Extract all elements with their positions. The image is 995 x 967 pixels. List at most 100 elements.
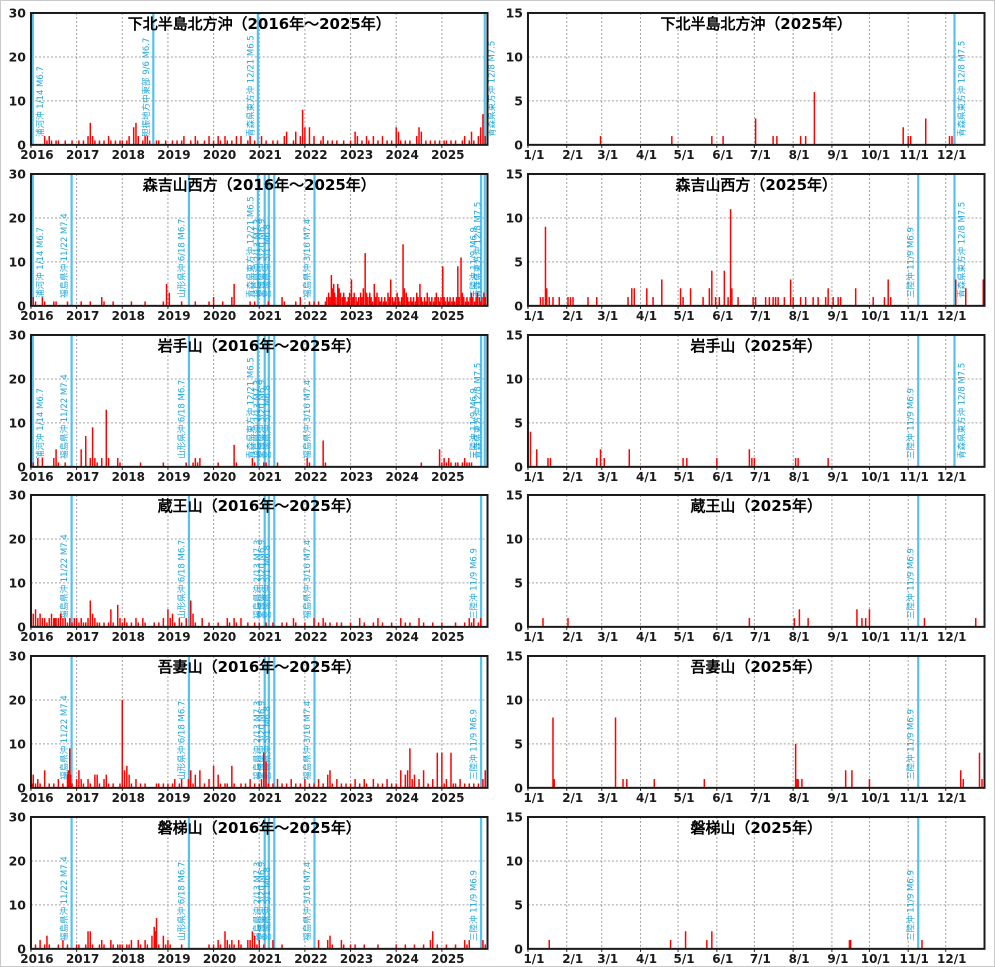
- daily-count-bar: [479, 618, 482, 628]
- daily-count-bar: [479, 127, 482, 145]
- daily-count-bar: [103, 301, 105, 306]
- daily-count-bar: [356, 136, 359, 145]
- daily-count-bar: [116, 605, 119, 628]
- x-tick-label: 2/1: [562, 791, 583, 805]
- daily-count-bar: [599, 448, 601, 467]
- daily-count-bar: [445, 779, 448, 789]
- daily-count-bar: [87, 931, 89, 950]
- daily-count-bar: [460, 257, 462, 306]
- daily-count-bar: [340, 622, 343, 628]
- x-tick-label: 2024: [386, 148, 419, 162]
- y-tick-label: 5: [514, 254, 523, 269]
- daily-count-bar: [281, 296, 283, 306]
- x-tick-label: 12/1: [937, 791, 966, 805]
- daily-count-bar: [130, 301, 133, 306]
- x-tick-label: 2017: [66, 309, 99, 323]
- daily-count-bar: [669, 940, 671, 950]
- daily-count-bar: [826, 457, 829, 467]
- daily-count-bar: [340, 940, 343, 950]
- x-tick-label: 10/1: [860, 309, 889, 323]
- daily-count-bar: [470, 292, 473, 306]
- daily-count-bar: [66, 622, 69, 628]
- daily-count-bar: [422, 770, 425, 789]
- x-tick-label: 2021: [249, 309, 282, 323]
- daily-count-bar: [212, 296, 215, 306]
- x-tick-label: 2025: [431, 148, 464, 162]
- x-tick-label: 12/1: [937, 952, 966, 966]
- daily-count-bar: [249, 301, 251, 306]
- daily-count-bar: [468, 140, 470, 145]
- event-line-label: 浦河沖 1/14 M6.7: [35, 66, 46, 137]
- daily-count-bar: [119, 944, 121, 950]
- daily-count-bar: [338, 288, 340, 306]
- daily-count-bar: [130, 622, 133, 628]
- daily-count-bar: [168, 292, 171, 306]
- daily-count-bar: [98, 944, 101, 950]
- daily-count-bar: [836, 296, 839, 306]
- daily-count-bar: [774, 296, 776, 306]
- daily-count-bar: [440, 296, 442, 306]
- y-tick-label: 15: [505, 166, 522, 181]
- daily-count-bar: [924, 118, 926, 145]
- daily-count-bar: [194, 774, 197, 789]
- daily-count-bar: [718, 296, 720, 306]
- daily-count-bar: [445, 944, 448, 950]
- daily-count-bar: [373, 283, 376, 306]
- daily-count-bar: [466, 944, 468, 950]
- x-tick-label: 2025: [431, 952, 464, 966]
- daily-count-bar: [473, 783, 475, 789]
- daily-count-bar: [34, 609, 37, 628]
- daily-count-bar: [478, 296, 481, 306]
- daily-count-bar: [371, 301, 374, 306]
- daily-count-bar: [34, 301, 37, 306]
- daily-count-bar: [463, 136, 466, 145]
- x-tick-label: 9/1: [827, 791, 848, 805]
- daily-count-bar: [263, 462, 265, 467]
- y-tick-label: 20: [9, 49, 27, 64]
- x-tick-label: 2020: [203, 952, 236, 966]
- daily-count-bar: [428, 296, 430, 306]
- daily-count-bar: [121, 700, 124, 789]
- daily-count-bar: [78, 770, 80, 789]
- daily-count-bar: [78, 944, 80, 950]
- daily-count-bar: [625, 779, 628, 789]
- daily-count-bar: [39, 783, 41, 789]
- daily-count-bar: [164, 944, 167, 950]
- daily-count-bar: [85, 944, 87, 950]
- y-tick-label: 0: [514, 941, 523, 956]
- daily-count-bar: [48, 944, 50, 950]
- daily-count-bar: [37, 779, 39, 789]
- x-tick-label: 7/1: [749, 630, 770, 644]
- daily-count-bar: [386, 140, 388, 145]
- daily-count-bar: [292, 618, 295, 628]
- y-tick-label: 30: [9, 327, 27, 342]
- event-line-label: 福島県沖 2/13 M7.3: [252, 862, 263, 941]
- daily-count-bar: [276, 779, 279, 789]
- daily-count-bar: [473, 618, 475, 628]
- x-tick-label: 2018: [112, 952, 145, 966]
- daily-count-bar: [362, 288, 365, 306]
- event-line-label: 青森県東方沖 12/8 M7.5: [956, 362, 967, 458]
- daily-count-bar: [358, 783, 361, 789]
- chart-canvas-bandai-decade: 2016 2017 2018 2019 2020 2021 2022 2023 2024 2025…: [1, 805, 498, 966]
- x-tick-label: 9/1: [827, 952, 848, 966]
- x-tick-label: 3/1: [597, 952, 618, 966]
- daily-count-bar: [748, 448, 750, 467]
- event-line-label: 山形県沖 6/18 M6.7: [176, 701, 187, 780]
- y-tick-label: 10: [505, 693, 523, 708]
- daily-count-bar: [171, 614, 174, 628]
- daily-count-bar: [482, 940, 484, 950]
- daily-count-bar: [535, 448, 537, 467]
- daily-count-bar: [295, 301, 297, 306]
- daily-count-bar: [320, 140, 322, 145]
- daily-count-bar: [100, 296, 103, 306]
- daily-count-bar: [34, 944, 37, 950]
- daily-count-bar: [730, 288, 733, 306]
- daily-count-bar: [89, 783, 92, 789]
- daily-count-bar: [82, 783, 85, 789]
- daily-count-bar: [764, 296, 766, 306]
- y-tick-label: 10: [505, 532, 523, 547]
- event-line-label: 福島県沖 2/13 M7.3: [252, 701, 263, 780]
- daily-count-bar: [468, 940, 470, 950]
- chart-zao-2025: 1/1 2/1 3/1 4/1 5/1 6/1 7/1 8/1 9/1 10/1 11/1 12/1 0…: [497, 483, 994, 645]
